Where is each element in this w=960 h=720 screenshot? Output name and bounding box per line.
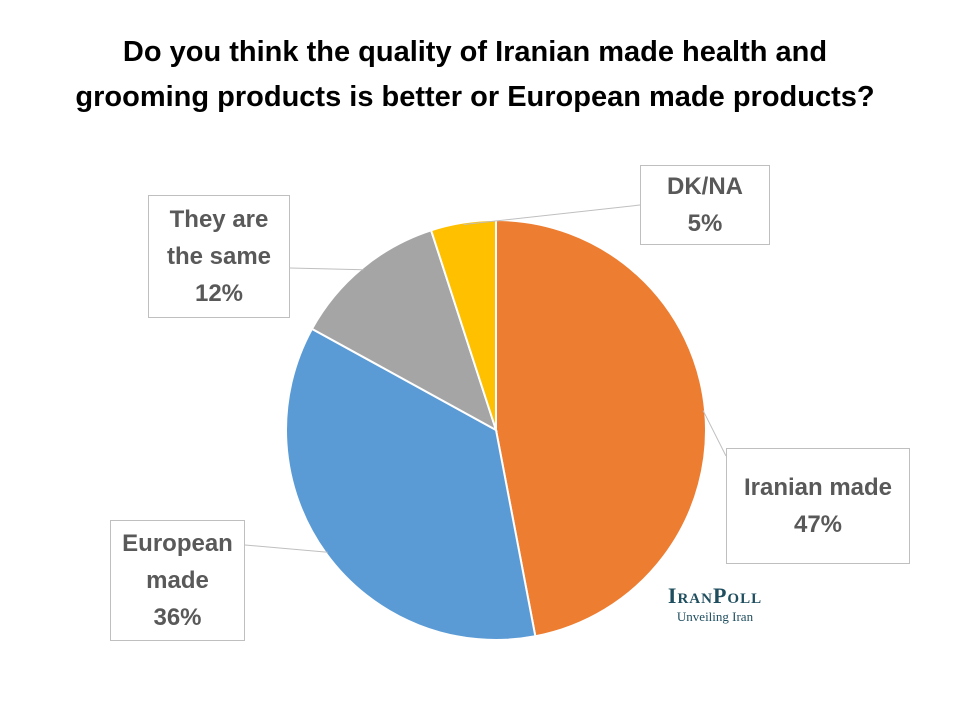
leader-line: [289, 267, 364, 271]
label-category: Iranian made: [743, 474, 893, 501]
leader-line: [702, 410, 727, 457]
pie-slice: [495, 218, 707, 638]
label-category: They are the same: [166, 206, 272, 270]
chart-title: Do you think the quality of Iranian made…: [75, 36, 875, 113]
pie-slice: [285, 327, 537, 641]
pie-slice: [429, 218, 497, 431]
data-label: DK/NA 5%: [640, 165, 770, 245]
pie-slice: [310, 229, 498, 433]
label-value: 12%: [194, 280, 244, 307]
brand-name: IranPoll: [667, 583, 763, 608]
leader-line: [463, 204, 641, 226]
data-label: Iranian made 47%: [726, 448, 910, 564]
label-value: 36%: [153, 604, 202, 631]
label-category: European made: [122, 530, 233, 594]
leader-line: [244, 544, 328, 553]
data-label: European made 36%: [110, 520, 245, 641]
brand-tagline: Unveiling Iran: [676, 609, 754, 624]
label-value: 5%: [687, 210, 723, 237]
label-value: 47%: [793, 511, 843, 538]
branding: IranPoll Unveiling Iran: [650, 583, 780, 625]
label-category: DK/NA: [667, 173, 743, 200]
data-label: They are the same 12%: [148, 195, 290, 318]
